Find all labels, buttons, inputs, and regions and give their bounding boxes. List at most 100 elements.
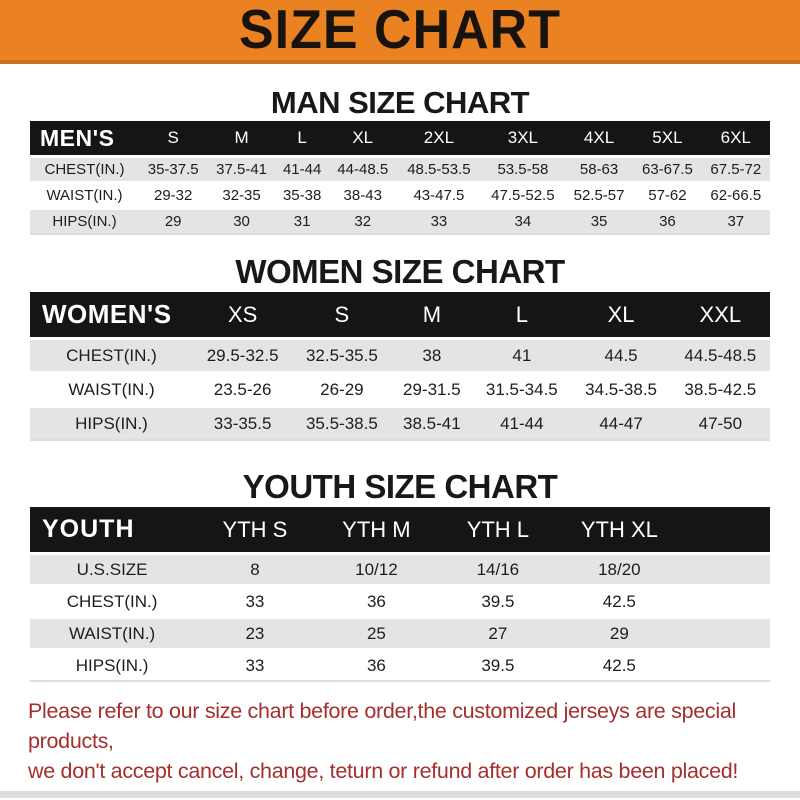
size-value-cell: 23.5-26: [193, 371, 293, 407]
size-value-cell: 42.5: [558, 584, 681, 618]
youth-corner-label: YOUTH: [30, 507, 195, 554]
order-policy-line1: Please refer to our size chart before or…: [28, 699, 736, 753]
size-value-cell: 47.5-52.5: [480, 181, 565, 209]
size-value-cell: 35-37.5: [139, 155, 208, 183]
size-value-cell: 38.5-42.5: [670, 371, 770, 407]
size-value-cell: 39.5: [437, 584, 559, 618]
size-value-cell: 37.5-41: [207, 155, 276, 183]
row-label: WAIST(IN.): [30, 181, 139, 209]
column-header: YTH L: [437, 507, 559, 554]
table-row: HIPS(IN.) 33 36 39.5 42.5: [30, 648, 770, 682]
order-policy-line2: we don't accept cancel, change, teturn o…: [28, 759, 739, 783]
men-size-table: MEN'S S M L XL 2XL 3XL 4XL 5XL 6XL CHEST…: [30, 121, 770, 235]
size-value-cell: 30: [207, 207, 276, 235]
filler-cell: [680, 616, 770, 650]
column-header: S: [139, 121, 208, 157]
size-value-cell: 33: [396, 207, 481, 235]
table-row: U.S.SIZE 8 10/12 14/16 18/20: [30, 552, 770, 586]
order-policy-note: Please refer to our size chart before or…: [28, 696, 772, 786]
size-value-cell: 31.5-34.5: [472, 371, 572, 407]
table-row: CHEST(IN.) 29.5-32.5 32.5-35.5 38 41 44.…: [30, 337, 770, 373]
filler-cell: [680, 507, 770, 554]
row-label: WAIST(IN.): [30, 371, 193, 407]
size-value-cell: 47-50: [670, 405, 770, 441]
column-header: 6XL: [701, 121, 770, 157]
size-value-cell: 29.5-32.5: [193, 337, 293, 373]
size-value-cell: 41: [472, 337, 572, 373]
column-header: XXL: [670, 292, 770, 339]
size-value-cell: 35-38: [275, 181, 329, 209]
size-value-cell: 32.5-35.5: [292, 337, 392, 373]
size-value-cell: 57-62: [633, 181, 702, 209]
size-value-cell: 38-43: [328, 181, 397, 209]
size-value-cell: 44.5: [571, 337, 671, 373]
column-header: L: [472, 292, 572, 339]
row-label: HIPS(IN.): [30, 207, 139, 235]
size-value-cell: 38: [391, 337, 473, 373]
women-size-table: WOMEN'S XS S M L XL XXL CHEST(IN.) 29.5-…: [30, 292, 770, 441]
size-value-cell: 39.5: [437, 648, 559, 682]
size-value-cell: 44.5-48.5: [670, 337, 770, 373]
size-value-cell: 36: [633, 207, 702, 235]
column-header: YTH S: [194, 507, 316, 554]
youth-header-row: YOUTH YTH S YTH M YTH L YTH XL: [30, 507, 770, 554]
banner-title: SIZE CHART: [239, 0, 561, 61]
filler-cell: [680, 584, 770, 618]
size-value-cell: 35: [564, 207, 634, 235]
size-value-cell: 36: [315, 648, 438, 682]
size-value-cell: 36: [315, 584, 438, 618]
men-header-row: MEN'S S M L XL 2XL 3XL 4XL 5XL 6XL: [30, 121, 770, 157]
size-value-cell: 32-35: [207, 181, 276, 209]
size-value-cell: 52.5-57: [564, 181, 634, 209]
size-value-cell: 14/16: [437, 552, 559, 586]
size-value-cell: 63-67.5: [633, 155, 702, 183]
size-value-cell: 26-29: [292, 371, 392, 407]
column-header: M: [207, 121, 276, 157]
size-value-cell: 58-63: [564, 155, 634, 183]
size-value-cell: 29-32: [139, 181, 208, 209]
size-chart-banner: SIZE CHART: [0, 0, 800, 64]
column-header: XS: [193, 292, 293, 339]
filler-cell: [680, 552, 770, 586]
table-row: HIPS(IN.) 33-35.5 35.5-38.5 38.5-41 41-4…: [30, 405, 770, 441]
column-header: 2XL: [396, 121, 481, 157]
size-value-cell: 33-35.5: [193, 405, 293, 441]
size-value-cell: 10/12: [315, 552, 438, 586]
size-value-cell: 48.5-53.5: [396, 155, 481, 183]
size-value-cell: 35.5-38.5: [292, 405, 392, 441]
size-value-cell: 34.5-38.5: [571, 371, 671, 407]
size-value-cell: 29: [139, 207, 208, 235]
column-header: YTH M: [315, 507, 438, 554]
table-row: WAIST(IN.) 23 25 27 29: [30, 616, 770, 650]
size-value-cell: 41-44: [472, 405, 572, 441]
size-value-cell: 32: [328, 207, 397, 235]
column-header: L: [275, 121, 329, 157]
size-value-cell: 62-66.5: [701, 181, 770, 209]
size-value-cell: 44-47: [571, 405, 671, 441]
row-label: WAIST(IN.): [30, 616, 195, 650]
size-value-cell: 43-47.5: [396, 181, 481, 209]
filler-cell: [680, 648, 770, 682]
bottom-strip: [0, 791, 800, 798]
size-value-cell: 18/20: [558, 552, 681, 586]
row-label: CHEST(IN.): [30, 337, 193, 373]
size-value-cell: 29: [558, 616, 681, 650]
women-header-row: WOMEN'S XS S M L XL XXL: [30, 292, 770, 339]
column-header: YTH XL: [558, 507, 681, 554]
women-section-heading: WOMEN SIZE CHART: [235, 253, 565, 290]
size-value-cell: 42.5: [558, 648, 681, 682]
row-label: CHEST(IN.): [30, 155, 139, 183]
row-label: U.S.SIZE: [30, 552, 195, 586]
size-value-cell: 23: [194, 616, 316, 650]
column-header: 5XL: [633, 121, 702, 157]
table-row: HIPS(IN.) 29 30 31 32 33 34 35 36 37: [30, 207, 770, 235]
size-value-cell: 37: [701, 207, 770, 235]
row-label: HIPS(IN.): [30, 648, 195, 682]
size-value-cell: 33: [194, 648, 316, 682]
men-corner-label: MEN'S: [30, 121, 139, 157]
size-value-cell: 25: [315, 616, 438, 650]
column-header: M: [391, 292, 473, 339]
youth-section-heading: YOUTH SIZE CHART: [242, 468, 558, 505]
women-corner-label: WOMEN'S: [30, 292, 193, 339]
